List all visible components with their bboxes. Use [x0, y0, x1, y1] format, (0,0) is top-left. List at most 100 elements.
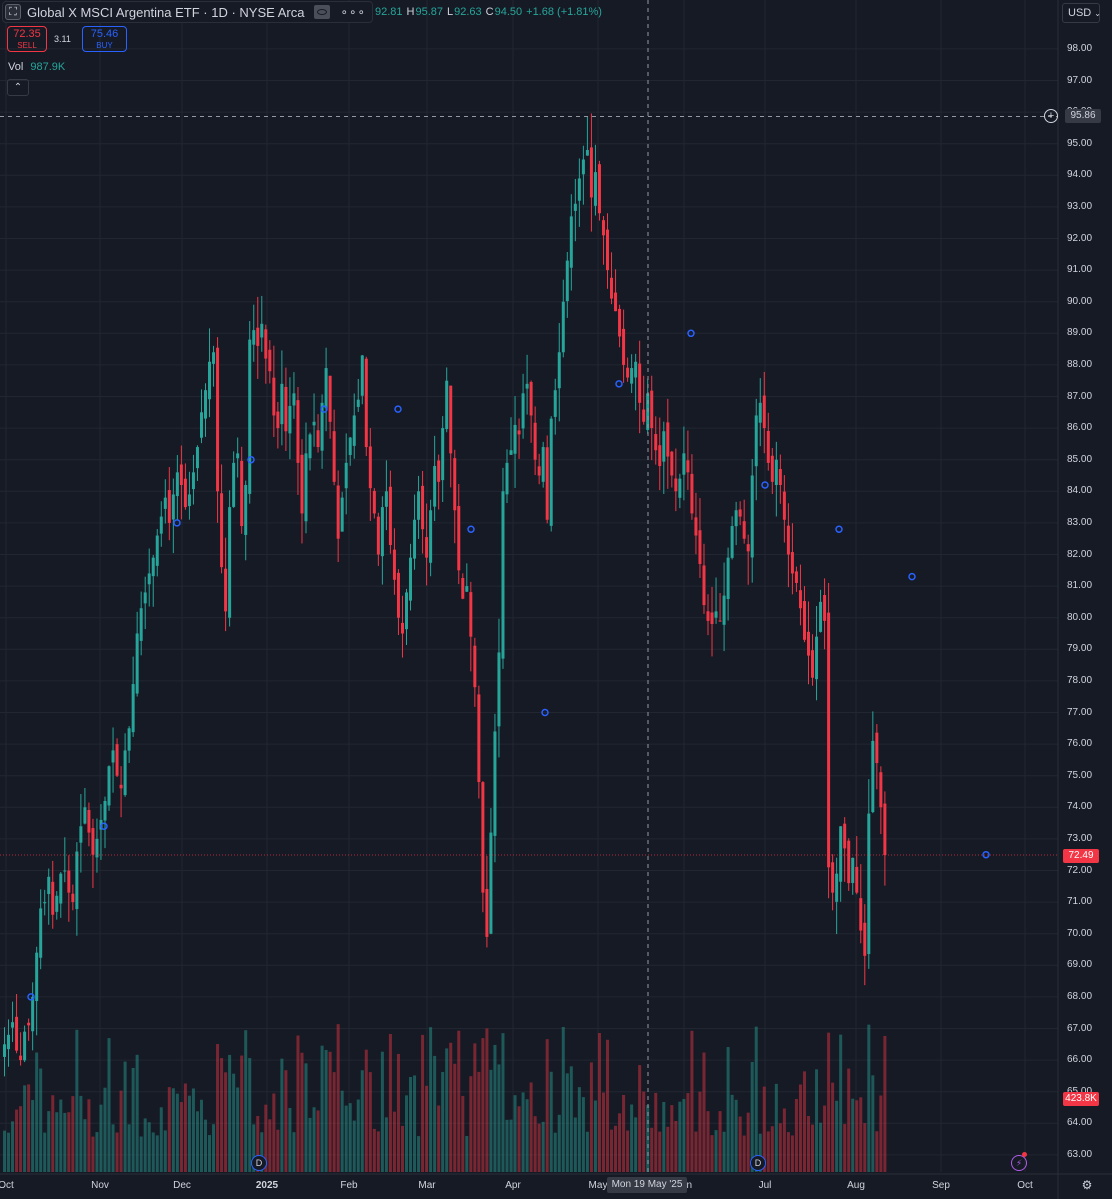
dividend-badge[interactable]: D	[750, 1155, 766, 1171]
volume-bar	[682, 1098, 686, 1172]
price-axis-tick: 63.00	[1067, 1148, 1093, 1160]
volume-bar	[811, 1124, 815, 1172]
more-options-icon[interactable]: ∘∘∘	[340, 5, 366, 19]
volume-bar	[714, 1130, 718, 1172]
volume-bar	[99, 1104, 103, 1172]
candle-body	[847, 840, 851, 884]
candle-body	[7, 1034, 11, 1050]
visibility-eye-icon[interactable]	[314, 5, 331, 19]
price-axis-tick: 92.00	[1067, 232, 1093, 244]
volume-bar	[175, 1093, 179, 1172]
volume-value: 987.9K	[30, 61, 66, 73]
volume-bar	[344, 1105, 348, 1172]
price-axis-tick: 68.00	[1067, 990, 1093, 1002]
volume-bar	[778, 1123, 782, 1172]
candle-body	[204, 390, 207, 419]
candle-body	[819, 601, 823, 632]
volume-bar	[87, 1099, 91, 1172]
candle-body	[597, 164, 601, 214]
volume-bar	[256, 1115, 260, 1172]
volume-bar	[533, 1116, 537, 1172]
reference-lines	[0, 0, 1058, 1175]
volume-bar	[11, 1121, 15, 1172]
volume-bar	[815, 1069, 819, 1172]
volume-bar	[147, 1122, 151, 1172]
settings-gear-icon[interactable]: ⚙	[1081, 1178, 1093, 1192]
currency-selector[interactable]: USD ⌄	[1062, 3, 1101, 23]
volume-bar	[204, 1119, 207, 1172]
volume-bar	[388, 1034, 392, 1172]
candle-body	[372, 490, 376, 514]
candle-body	[718, 620, 722, 622]
symbol-title[interactable]: Global X MSCI Argentina ETF · 1D · NYSE …	[27, 4, 305, 20]
volume-bar	[461, 1095, 465, 1172]
flash-icon[interactable]: ⚡	[1011, 1155, 1027, 1171]
event-marker	[100, 822, 108, 831]
price-axis-tick: 87.00	[1067, 390, 1093, 402]
price-axis-tick: 80.00	[1067, 611, 1093, 623]
volume-bar	[123, 1061, 127, 1172]
volume-bar	[465, 1136, 469, 1172]
volume-bar	[710, 1135, 714, 1172]
volume-bar	[867, 1024, 871, 1172]
event-marker	[908, 572, 916, 581]
sell-button[interactable]: 72.35 SELL	[7, 26, 47, 52]
candle-body	[405, 592, 408, 630]
volume-bar	[658, 1131, 662, 1172]
volume-bar	[839, 1034, 843, 1172]
candle-body	[23, 1031, 27, 1061]
volume-bar	[43, 1132, 47, 1172]
volume-bar	[573, 1117, 577, 1172]
volume-bar	[228, 1054, 232, 1172]
candle-body	[839, 826, 843, 882]
candle-body	[396, 572, 400, 618]
candle-body	[557, 352, 561, 389]
volume-bar	[272, 1093, 276, 1172]
candle-body	[71, 893, 75, 903]
volume-bar	[441, 1071, 445, 1172]
candle-body	[835, 873, 839, 902]
volume-bar	[19, 1106, 23, 1172]
volume-bar	[674, 1120, 678, 1172]
price-axis-tick: 67.00	[1067, 1022, 1093, 1034]
volume-bar	[312, 1107, 316, 1172]
candle-body	[15, 1016, 19, 1051]
candle-body	[380, 507, 384, 557]
volume-bar	[300, 1052, 304, 1172]
volume-bar	[509, 1119, 513, 1172]
candle-body	[766, 430, 770, 463]
spread-value: 3.11	[54, 34, 71, 44]
symbol-selector[interactable]: ⛶ Global X MSCI Argentina ETF · 1D · NYS…	[2, 1, 373, 23]
volume-bar	[786, 1132, 790, 1172]
candle-body	[3, 1044, 6, 1057]
collapse-legend-button[interactable]: ⌃	[7, 79, 29, 96]
dividend-badge[interactable]: D	[251, 1155, 267, 1171]
buy-button[interactable]: 75.46 BUY	[82, 26, 127, 52]
candle-body	[694, 517, 698, 536]
candle-body	[871, 740, 875, 813]
candle-body	[690, 473, 694, 514]
candle-body	[445, 380, 449, 430]
candle-body	[638, 363, 642, 403]
add-alert-plus-icon[interactable]: +	[1044, 109, 1058, 123]
volume-bar	[694, 1131, 698, 1172]
candle-body	[682, 453, 686, 475]
candle-body	[348, 437, 352, 456]
event-marker	[982, 850, 990, 859]
volume-bar	[433, 1055, 437, 1172]
volume-bar	[505, 1119, 509, 1172]
candle-body	[678, 478, 682, 498]
volume-bar	[847, 1068, 851, 1172]
volume-bar	[284, 1070, 288, 1172]
volume-bar	[127, 1124, 131, 1172]
volume-bar	[195, 1111, 199, 1172]
symbol-logo-icon: ⛶	[5, 4, 21, 20]
volume-bar	[859, 1097, 863, 1172]
volume-bar	[39, 1068, 43, 1172]
candle-body	[630, 368, 634, 384]
candle-body	[425, 537, 429, 558]
candle-body	[509, 450, 513, 455]
candle-body	[376, 516, 380, 555]
candle-body	[606, 229, 609, 271]
